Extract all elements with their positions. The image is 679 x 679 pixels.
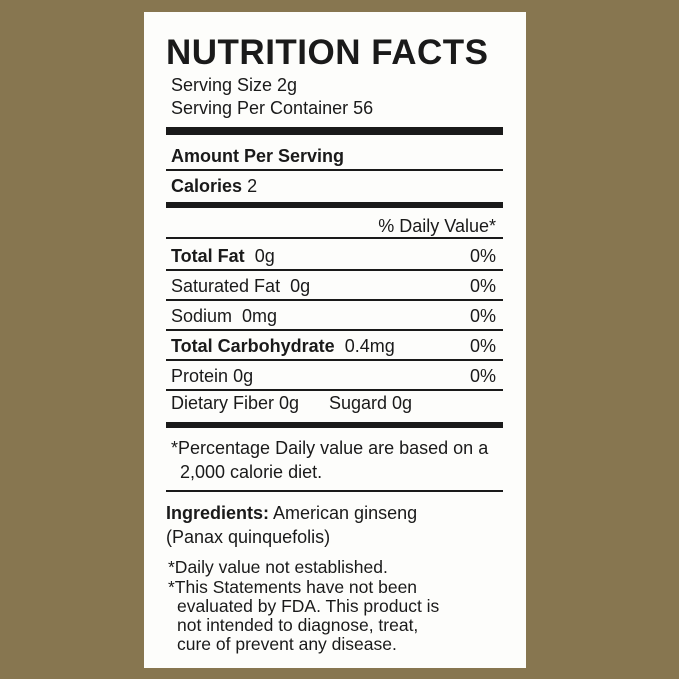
calories-value: 2 xyxy=(247,176,258,196)
calories-label: Calories xyxy=(171,176,243,196)
nutrient-value: 0g xyxy=(254,246,275,266)
nutrient-label: Total Fat xyxy=(171,246,245,266)
sugar: Sugard 0g xyxy=(329,393,413,413)
footnote: 2,000 calorie diet. xyxy=(180,462,323,482)
divider xyxy=(166,329,503,331)
divider xyxy=(166,169,503,171)
divider xyxy=(166,237,503,239)
divider xyxy=(166,127,503,135)
nutrient-value: 0g xyxy=(290,276,311,296)
nutrient-dv: 0% xyxy=(469,246,496,266)
ingredients-value: American ginseng xyxy=(273,503,418,523)
label-title: NUTRITION FACTS xyxy=(166,33,489,72)
divider xyxy=(166,299,503,301)
serving-size: Serving Size 2g xyxy=(171,75,298,95)
nutrition-label: NUTRITION FACTS Serving Size 2g Serving … xyxy=(144,12,526,668)
divider xyxy=(166,389,503,391)
disclaimer: cure of prevent any disease. xyxy=(177,634,397,654)
nutrient-label: Total Carbohydrate xyxy=(171,336,335,356)
divider xyxy=(166,422,503,428)
disclaimer: *This Statements have not been xyxy=(168,577,418,597)
disclaimer: evaluated by FDA. This product is xyxy=(177,596,440,616)
nutrient-label: Sodium xyxy=(171,306,233,326)
servings-per-container: Serving Per Container 56 xyxy=(171,98,374,118)
divider xyxy=(166,359,503,361)
nutrient-dv: 0% xyxy=(469,336,496,356)
nutrient-dv: 0% xyxy=(469,366,496,386)
nutrient-dv: 0% xyxy=(469,306,496,326)
disclaimer: *Daily value not established. xyxy=(168,557,388,577)
daily-value-header: % Daily Value* xyxy=(378,216,496,236)
nutrient-dv: 0% xyxy=(469,276,496,296)
footnote: *Percentage Daily value are based on a xyxy=(171,438,489,458)
nutrient-value: 0.4mg xyxy=(344,336,395,356)
nutrient-label: Protein xyxy=(171,366,229,386)
divider xyxy=(166,202,503,208)
divider xyxy=(166,269,503,271)
dietary-fiber: Dietary Fiber 0g xyxy=(171,393,300,413)
nutrient-value: 0g xyxy=(233,366,254,386)
nutrient-value: 0mg xyxy=(242,306,278,326)
ingredients-label: Ingredients: xyxy=(166,503,270,523)
nutrient-label: Saturated Fat xyxy=(171,276,281,296)
calories-row: Calories 2 xyxy=(171,176,257,196)
divider xyxy=(166,490,503,492)
amount-per-serving: Amount Per Serving xyxy=(171,146,345,166)
disclaimer: not intended to diagnose, treat, xyxy=(177,615,419,635)
ingredients-line2: (Panax quinquefolis) xyxy=(166,527,331,547)
